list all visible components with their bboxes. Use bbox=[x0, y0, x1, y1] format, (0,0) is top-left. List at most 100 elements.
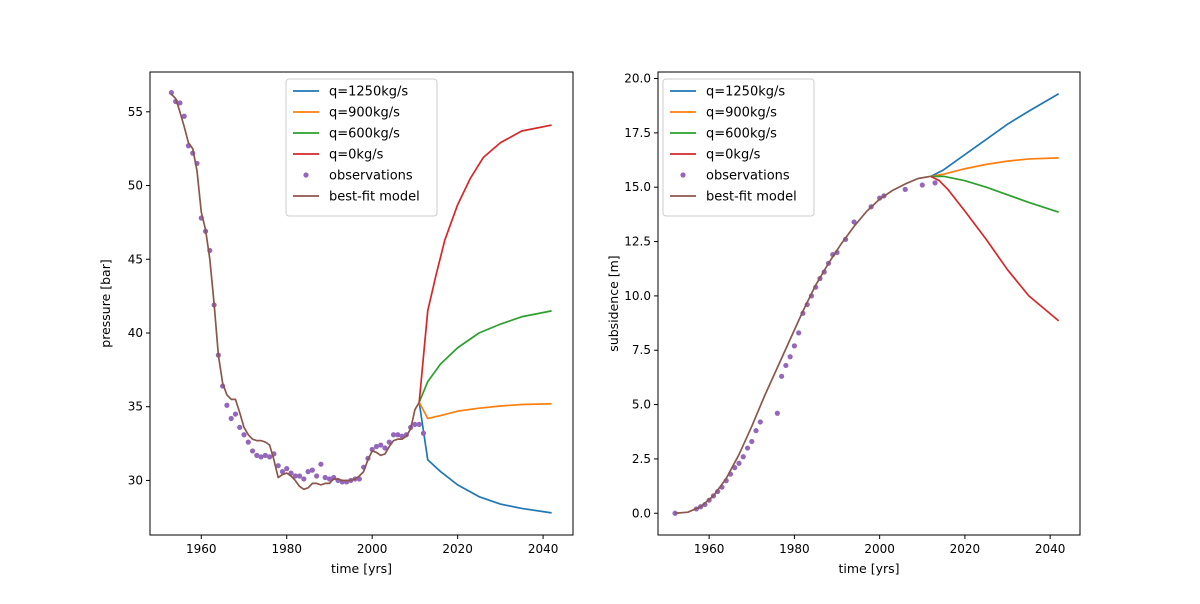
series-line-q-600kg-s bbox=[418, 310, 552, 403]
series-line-best-fit-model bbox=[674, 175, 931, 515]
legend-item: q=600kg/s bbox=[670, 127, 777, 142]
y-tick-label: 30 bbox=[128, 473, 143, 487]
y-tick-label: 7.5 bbox=[632, 343, 651, 357]
y-tick-label: 2.5 bbox=[632, 452, 651, 466]
legend-box bbox=[662, 78, 815, 217]
data-point bbox=[420, 430, 427, 436]
plot-area bbox=[168, 90, 552, 514]
data-point bbox=[241, 432, 247, 438]
data-point bbox=[258, 454, 264, 460]
data-point bbox=[791, 343, 798, 349]
data-point bbox=[309, 467, 315, 473]
data-point bbox=[228, 415, 234, 422]
plot-area bbox=[672, 93, 1060, 516]
data-point bbox=[779, 373, 785, 379]
pressure-subplot: 1960 1980 2000 2020 2040 30 35 40 45 50 55 time [yr… bbox=[98, 71, 574, 576]
legend-item: observations bbox=[303, 169, 413, 184]
series-line-best-fit-model bbox=[170, 93, 420, 491]
series-line-q-1250kg-s bbox=[930, 93, 1060, 178]
x-axis-label: time [yrs] bbox=[838, 561, 899, 576]
y-tick-label: 12.5 bbox=[624, 235, 651, 249]
legend-marker bbox=[303, 172, 309, 178]
data-point bbox=[262, 452, 268, 458]
y-tick-label: 50 bbox=[128, 179, 143, 193]
legend-item: best-fit model bbox=[670, 190, 797, 205]
y-tick-label: 10.0 bbox=[624, 289, 651, 303]
data-point bbox=[181, 113, 187, 119]
legend: q=1250kg/s q=900kg/s q=600kg/s q=0kg/s obser… bbox=[662, 78, 815, 217]
data-point bbox=[224, 402, 230, 408]
y-tick-label: 55 bbox=[128, 105, 143, 119]
data-point bbox=[301, 476, 307, 482]
series-line-q-1250kg-s bbox=[418, 402, 552, 514]
y-tick-label: 5.0 bbox=[632, 398, 651, 412]
data-point bbox=[749, 438, 755, 445]
data-point bbox=[296, 473, 303, 479]
data-point bbox=[416, 421, 422, 428]
data-point bbox=[305, 469, 311, 475]
data-point bbox=[851, 219, 857, 225]
legend-label: q=0kg/s bbox=[329, 148, 384, 163]
data-point bbox=[177, 100, 183, 106]
x-tick-label: 1960 bbox=[186, 542, 217, 556]
legend-label: q=600kg/s bbox=[706, 127, 777, 142]
legend-label: q=900kg/s bbox=[329, 106, 400, 121]
legend-item: q=900kg/s bbox=[670, 106, 777, 121]
data-point bbox=[267, 454, 273, 460]
data-point bbox=[740, 454, 746, 460]
data-point bbox=[395, 432, 401, 438]
data-point bbox=[326, 476, 333, 482]
data-point bbox=[292, 473, 298, 479]
y-tick-label: 17.5 bbox=[624, 126, 651, 140]
legend-label: q=600kg/s bbox=[329, 127, 400, 142]
legend-item: best-fit model bbox=[293, 190, 420, 205]
legend-item: q=1250kg/s bbox=[293, 85, 408, 100]
data-point bbox=[774, 410, 780, 416]
data-point bbox=[322, 474, 328, 481]
data-point bbox=[412, 421, 418, 428]
subsidence-subplot: 1960 1980 2000 2020 2040 0.0 2.5 5.0 7.5 10.0 12.5… bbox=[606, 71, 1081, 576]
series-line-q-0kg-s bbox=[930, 175, 1060, 322]
series-line-q-0kg-s bbox=[418, 124, 552, 403]
y-tick-label: 0.0 bbox=[632, 506, 651, 520]
x-tick-label: 2000 bbox=[864, 542, 895, 556]
legend-label: q=1250kg/s bbox=[706, 85, 785, 100]
x-tick-label: 1980 bbox=[271, 542, 302, 556]
x-axis-label: time [yrs] bbox=[331, 561, 392, 576]
x-tick-label: 2040 bbox=[1035, 542, 1066, 556]
data-point bbox=[753, 428, 759, 434]
y-tick-label: 40 bbox=[128, 326, 143, 340]
data-point bbox=[249, 448, 256, 454]
x-tick-label: 1980 bbox=[779, 542, 810, 556]
x-tick-label: 2040 bbox=[528, 542, 559, 556]
data-point bbox=[378, 442, 384, 448]
data-point bbox=[744, 445, 751, 451]
legend-item: q=0kg/s bbox=[670, 148, 761, 163]
data-point bbox=[382, 445, 388, 451]
legend-item: q=0kg/s bbox=[293, 148, 384, 163]
legend-label: observations bbox=[706, 169, 790, 184]
legend-item: q=1250kg/s bbox=[670, 85, 785, 100]
legend-item: q=600kg/s bbox=[293, 127, 400, 142]
data-point bbox=[168, 90, 174, 96]
x-tick-label: 2020 bbox=[442, 542, 473, 556]
legend-box bbox=[285, 78, 438, 217]
series-line-q-600kg-s bbox=[930, 175, 1059, 214]
data-point bbox=[314, 473, 320, 479]
data-point bbox=[232, 411, 239, 417]
data-point bbox=[245, 439, 251, 445]
y-axis-label: pressure [bar] bbox=[98, 259, 113, 347]
legend-label: observations bbox=[329, 169, 413, 184]
data-point bbox=[373, 443, 380, 450]
series-line-q-900kg-s bbox=[930, 157, 1059, 178]
data-point bbox=[390, 432, 397, 438]
legend: q=1250kg/s q=900kg/s q=600kg/s q=0kg/s obser… bbox=[285, 78, 438, 217]
y-axis-label: subsidence [m] bbox=[606, 255, 621, 351]
data-point bbox=[783, 362, 789, 369]
x-tick-label: 2020 bbox=[950, 542, 981, 556]
data-point bbox=[757, 419, 763, 425]
data-point bbox=[919, 182, 925, 188]
data-point bbox=[254, 452, 260, 458]
x-tick-label: 1960 bbox=[694, 542, 725, 556]
